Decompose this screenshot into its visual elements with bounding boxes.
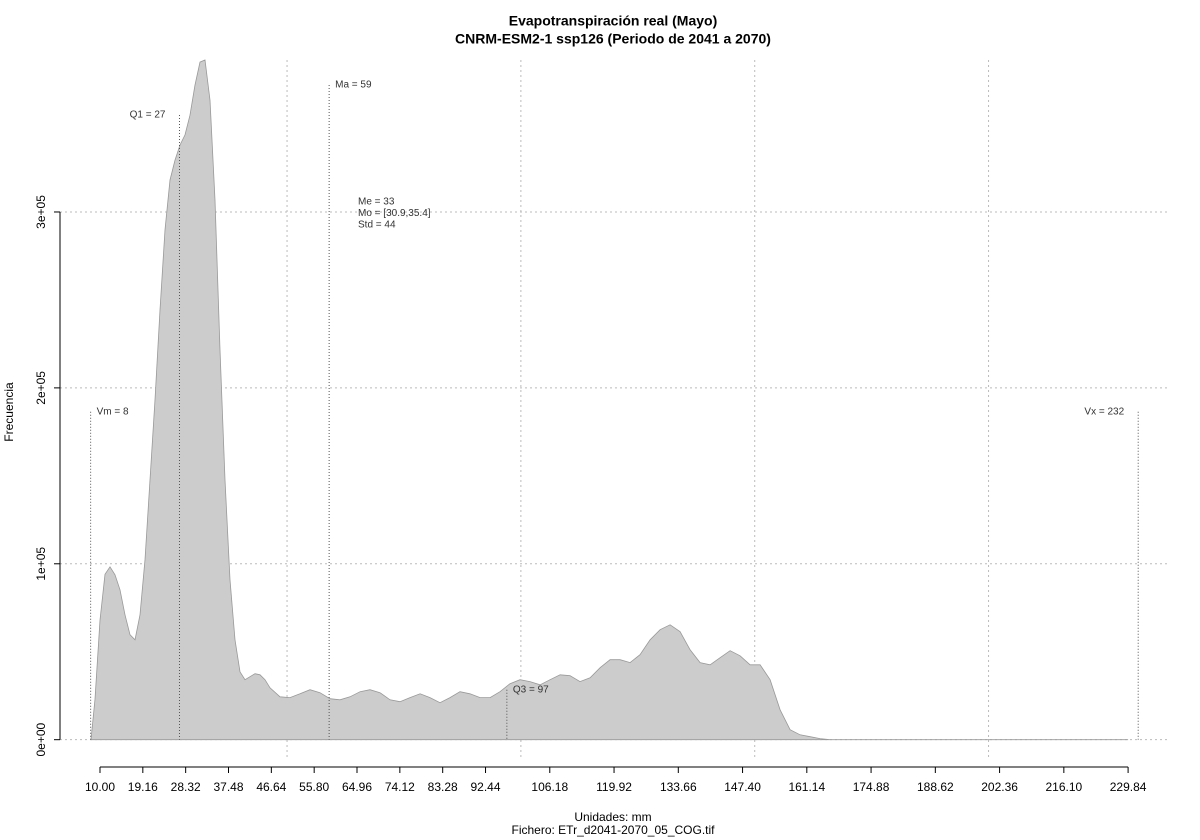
x-tick-label: 19.16 — [128, 780, 158, 794]
x-axis-label: Unidades: mm — [574, 810, 651, 824]
annotation-label: Vm = 8 — [97, 406, 129, 417]
x-tick-label: 28.32 — [171, 780, 201, 794]
y-tick-label: 0e+00 — [34, 723, 48, 757]
y-tick-label: 3e+05 — [34, 195, 48, 229]
stats-text: Std = 44 — [358, 220, 396, 231]
x-tick-label: 202.36 — [981, 780, 1018, 794]
annotation-label: Vx = 232 — [1084, 406, 1124, 417]
x-tick-label: 46.64 — [256, 780, 286, 794]
x-tick-label: 188.62 — [917, 780, 954, 794]
x-tick-label: 64.96 — [342, 780, 372, 794]
x-tick-label: 161.14 — [788, 780, 825, 794]
density-area — [90, 59, 1129, 741]
x-tick-label: 74.12 — [385, 780, 415, 794]
x-tick-label: 83.28 — [428, 780, 458, 794]
x-tick-label: 216.10 — [1045, 780, 1082, 794]
caption: Fichero: ETr_d2041-2070_05_COG.tif — [512, 823, 716, 837]
stats-text: Me = 33 — [358, 197, 395, 208]
y-tick-label: 2e+05 — [34, 371, 48, 405]
x-tick-label: 174.88 — [853, 780, 890, 794]
stats-text: Mo = [30.9,35.4] — [358, 208, 431, 219]
x-tick-label: 10.00 — [85, 780, 115, 794]
x-tick-label: 229.84 — [1110, 780, 1147, 794]
annotation-label: Q1 = 27 — [130, 110, 166, 121]
y-axis-label: Frecuencia — [2, 382, 16, 442]
x-tick-label: 119.92 — [596, 780, 632, 794]
annotation-label: Q3 = 97 — [513, 684, 549, 695]
x-tick-label: 106.18 — [531, 780, 568, 794]
chart-title: Evapotranspiración real (Mayo) — [509, 13, 718, 29]
chart-subtitle: CNRM-ESM2-1 ssp126 (Periodo de 2041 a 20… — [455, 31, 771, 47]
x-tick-label: 37.48 — [213, 780, 243, 794]
x-tick-label: 92.44 — [471, 780, 501, 794]
annotation-label: Ma = 59 — [335, 80, 372, 91]
x-tick-label: 147.40 — [724, 780, 761, 794]
x-tick-label: 133.66 — [660, 780, 697, 794]
y-tick-label: 1e+05 — [34, 547, 48, 581]
x-tick-label: 55.80 — [299, 780, 329, 794]
